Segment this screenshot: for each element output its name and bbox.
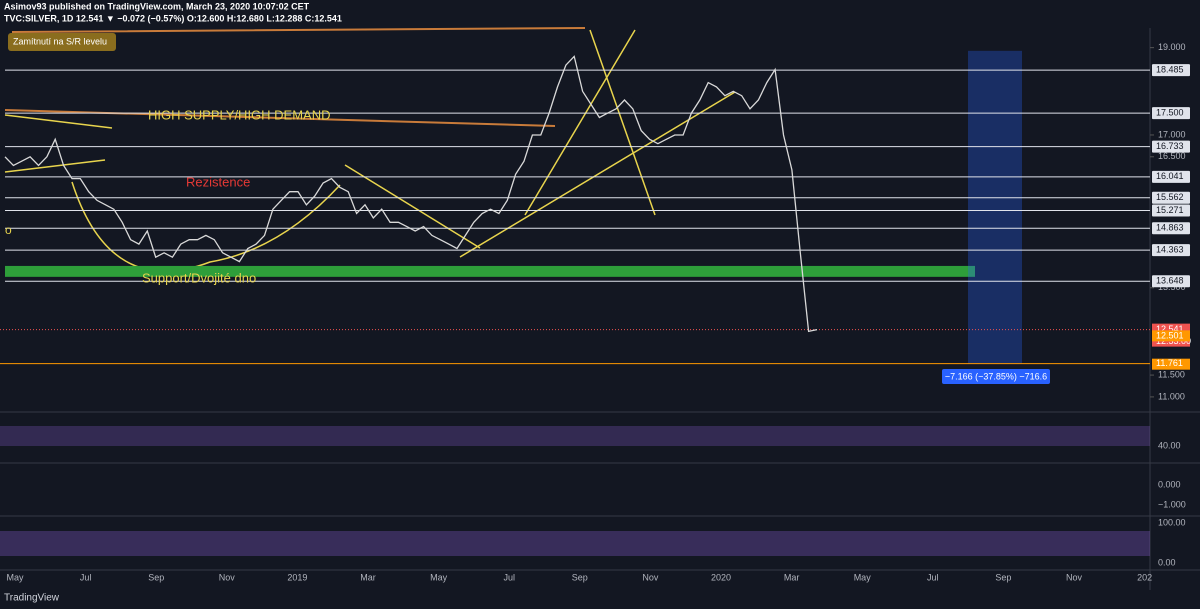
measure-label-bg — [942, 369, 1050, 384]
level-label: 15.271 — [1156, 205, 1184, 215]
indicator-tick: 0.000 — [1158, 479, 1181, 489]
x-tick-label: Sep — [148, 572, 164, 582]
low-label: 11.761 — [1156, 358, 1183, 368]
level-label: 16.041 — [1156, 171, 1184, 181]
level-badge — [1152, 170, 1190, 183]
bid-label: 12.501 — [1156, 331, 1184, 341]
bid-badge — [1152, 330, 1190, 342]
x-tick-label: 2019 — [287, 572, 307, 582]
x-tick-label: May — [6, 572, 24, 582]
supply-label: HIGH SUPPLY/HIGH DEMAND — [148, 107, 331, 122]
indicator-tick: −1.000 — [1158, 499, 1186, 509]
footer-brand: TradingView — [4, 593, 60, 604]
level-label: 15.562 — [1156, 192, 1184, 202]
level-label: 16.733 — [1156, 141, 1184, 151]
x-tick-label: 2020 — [711, 572, 731, 582]
level-label: 18.485 — [1156, 65, 1184, 75]
level-label: 14.363 — [1156, 244, 1184, 254]
indicator-tick: 40.00 — [1158, 440, 1181, 450]
x-tick-label: May — [430, 572, 448, 582]
x-tick-label: Sep — [995, 572, 1011, 582]
note: Zamítnutí na S/R levelu — [13, 36, 107, 46]
x-tick-label: 202 — [1137, 572, 1152, 582]
indicator-tick: 100.00 — [1158, 517, 1186, 527]
level-badge — [1152, 204, 1190, 217]
support-label: Support/Dvojité dno — [142, 270, 256, 285]
rsi-band — [0, 426, 1150, 446]
level-badge — [1152, 107, 1190, 120]
indicator-tick: 0.00 — [1158, 557, 1176, 567]
level-badge — [1152, 244, 1190, 257]
y-tick-label: 19.000 — [1158, 42, 1186, 52]
x-tick-label: May — [854, 572, 872, 582]
level-label: 17.500 — [1156, 108, 1184, 118]
level-badge — [1152, 191, 1190, 204]
measure-box — [968, 50, 1022, 364]
x-tick-label: Nov — [1066, 572, 1083, 582]
author-line: Asimov93 published on TradingView.com, M… — [4, 1, 310, 11]
level-badge — [1152, 222, 1190, 235]
note-bg — [8, 33, 116, 51]
x-tick-label: Mar — [360, 572, 376, 582]
x-tick-label: Jul — [80, 572, 92, 582]
support-zone — [5, 265, 975, 277]
drawing-lines — [4, 29, 736, 272]
y-tick-label: 11.000 — [1158, 391, 1185, 401]
price-line — [4, 55, 818, 333]
level-badge — [1152, 275, 1190, 288]
y-tick-label: 11.500 — [1158, 369, 1185, 379]
measure-label: −7.166 (−37.85%) −716.6 — [945, 371, 1047, 381]
stoch-band — [0, 531, 1150, 556]
y-tick-label: 16.500 — [1158, 151, 1186, 161]
level-badge — [1152, 140, 1190, 153]
x-tick-label: Nov — [219, 572, 236, 582]
x-tick-label: Nov — [642, 572, 659, 582]
x-tick-label: Mar — [784, 572, 800, 582]
x-tick-label: Jul — [503, 572, 515, 582]
level-badge — [1152, 64, 1190, 77]
last-price: 12.541 — [1156, 324, 1184, 334]
mark-label: o — [5, 223, 12, 237]
level-label: 13.648 — [1156, 276, 1184, 286]
symbol-line: TVC:SILVER, 1D 12.541 ▼ −0.072 (−0.57%) … — [4, 13, 342, 23]
y-tick-label: 17.000 — [1158, 129, 1186, 139]
x-tick-label: Sep — [572, 572, 588, 582]
x-tick-label: Jul — [927, 572, 939, 582]
low-badge — [1152, 358, 1190, 370]
level-label: 14.863 — [1156, 223, 1184, 233]
resistance-label: Rezistence — [186, 174, 250, 189]
